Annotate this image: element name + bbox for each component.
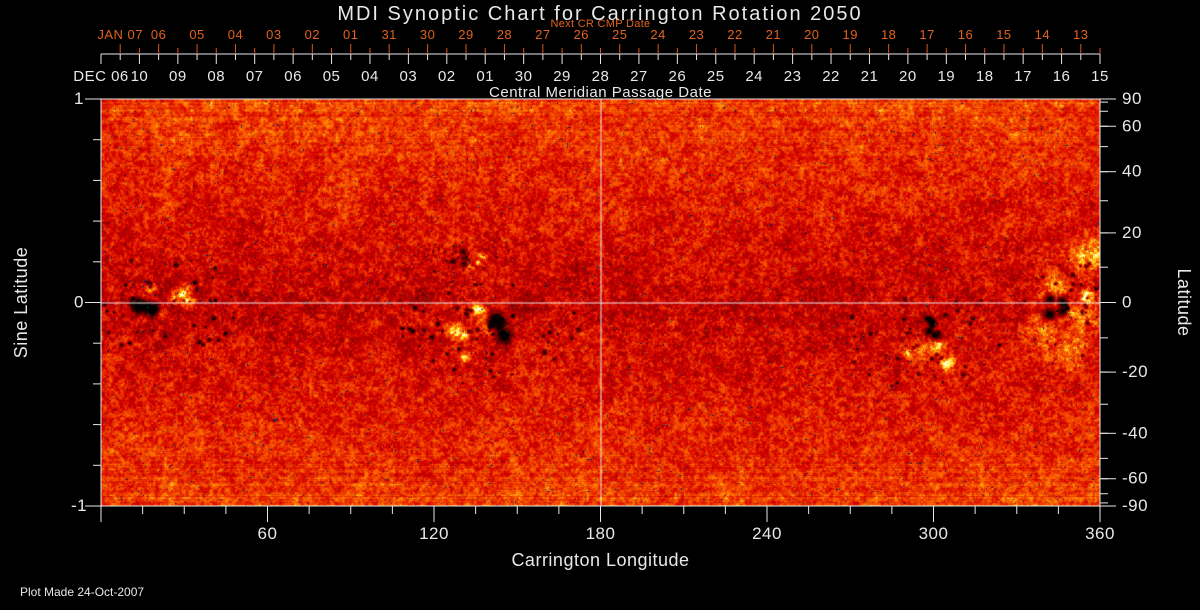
svg-text:29: 29 <box>553 68 571 85</box>
svg-text:27: 27 <box>535 27 550 42</box>
svg-text:15: 15 <box>1091 68 1109 85</box>
svg-text:04: 04 <box>361 68 379 85</box>
svg-text:28: 28 <box>592 68 610 85</box>
svg-text:26: 26 <box>669 68 687 85</box>
svg-text:17: 17 <box>919 27 934 42</box>
svg-text:0: 0 <box>1122 293 1132 312</box>
svg-text:JAN 07: JAN 07 <box>97 27 143 42</box>
svg-text:01: 01 <box>476 68 494 85</box>
svg-text:28: 28 <box>497 27 512 42</box>
svg-text:23: 23 <box>689 27 704 42</box>
svg-text:24: 24 <box>650 27 665 42</box>
svg-text:22: 22 <box>727 27 742 42</box>
svg-text:09: 09 <box>169 68 187 85</box>
svg-text:04: 04 <box>228 27 243 42</box>
svg-text:03: 03 <box>400 68 418 85</box>
svg-text:Next CR CMP Date: Next CR CMP Date <box>551 18 651 30</box>
svg-text:20: 20 <box>899 68 917 85</box>
svg-text:-40: -40 <box>1122 423 1148 442</box>
svg-text:05: 05 <box>323 68 341 85</box>
svg-text:25: 25 <box>707 68 725 85</box>
svg-text:27: 27 <box>630 68 648 85</box>
svg-text:-90: -90 <box>1122 496 1148 515</box>
svg-text:60: 60 <box>1122 116 1142 135</box>
svg-text:20: 20 <box>804 27 819 42</box>
svg-text:20: 20 <box>1122 223 1142 242</box>
svg-text:14: 14 <box>1035 27 1050 42</box>
svg-text:Plot Made 24-Oct-2007: Plot Made 24-Oct-2007 <box>20 585 144 599</box>
svg-text:18: 18 <box>976 68 994 85</box>
svg-text:Latitude: Latitude <box>1174 268 1194 336</box>
svg-text:08: 08 <box>207 68 225 85</box>
svg-text:07: 07 <box>246 68 264 85</box>
svg-text:120: 120 <box>419 524 449 543</box>
svg-text:360: 360 <box>1085 524 1115 543</box>
svg-text:300: 300 <box>919 524 949 543</box>
svg-text:1: 1 <box>74 89 84 108</box>
svg-text:02: 02 <box>438 68 456 85</box>
svg-text:02: 02 <box>305 27 320 42</box>
svg-text:60: 60 <box>258 524 278 543</box>
svg-text:03: 03 <box>266 27 281 42</box>
svg-text:21: 21 <box>766 27 781 42</box>
svg-text:-20: -20 <box>1122 362 1148 381</box>
svg-text:0: 0 <box>74 293 84 312</box>
svg-text:22: 22 <box>822 68 840 85</box>
svg-text:-1: -1 <box>71 496 87 515</box>
svg-text:30: 30 <box>420 27 435 42</box>
svg-text:16: 16 <box>958 27 973 42</box>
svg-text:Central Meridian Passage Date: Central Meridian Passage Date <box>489 84 712 101</box>
svg-text:18: 18 <box>881 27 896 42</box>
svg-text:19: 19 <box>843 27 858 42</box>
svg-text:90: 90 <box>1122 89 1142 108</box>
svg-text:06: 06 <box>151 27 166 42</box>
svg-text:24: 24 <box>745 68 763 85</box>
svg-text:40: 40 <box>1122 162 1142 181</box>
svg-text:23: 23 <box>784 68 802 85</box>
svg-text:240: 240 <box>752 524 782 543</box>
svg-text:DEC 06: DEC 06 <box>73 68 129 85</box>
svg-text:Sine Latitude: Sine Latitude <box>11 247 31 359</box>
svg-text:05: 05 <box>189 27 204 42</box>
svg-text:-60: -60 <box>1122 469 1148 488</box>
svg-text:10: 10 <box>131 68 149 85</box>
svg-text:30: 30 <box>515 68 533 85</box>
svg-text:180: 180 <box>586 524 616 543</box>
svg-text:19: 19 <box>937 68 955 85</box>
svg-text:29: 29 <box>458 27 473 42</box>
svg-text:17: 17 <box>1014 68 1032 85</box>
svg-text:Carrington Longitude: Carrington Longitude <box>511 550 689 570</box>
svg-text:31: 31 <box>381 27 396 42</box>
svg-text:21: 21 <box>861 68 879 85</box>
svg-text:06: 06 <box>284 68 302 85</box>
svg-text:13: 13 <box>1073 27 1088 42</box>
svg-text:01: 01 <box>343 27 358 42</box>
svg-text:16: 16 <box>1053 68 1071 85</box>
svg-text:15: 15 <box>996 27 1011 42</box>
